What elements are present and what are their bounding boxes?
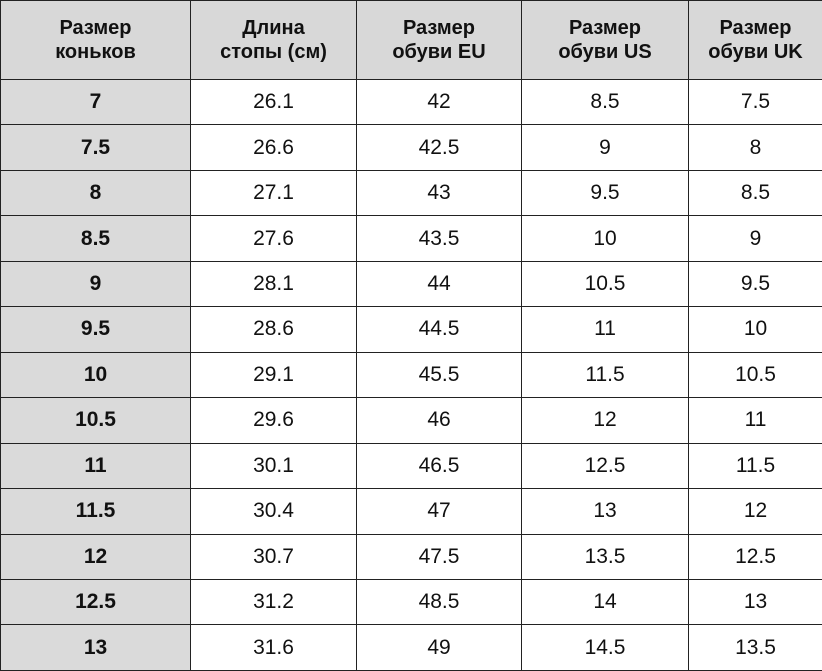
table-cell: 42 (356, 78, 522, 126)
table-cell: 30.4 (190, 488, 357, 535)
skate-size-cell: 10.5 (0, 397, 191, 444)
skate-size-cell: 11 (0, 442, 191, 490)
table-cell: 9.5 (521, 169, 689, 217)
header-cell: Длина стопы (см) (190, 0, 357, 80)
table-cell: 11.5 (688, 442, 822, 490)
header-line: коньков (55, 41, 136, 63)
table-cell: 14 (521, 578, 689, 626)
header-cell: Размер коньков (0, 0, 191, 80)
header-line: обуви UK (708, 41, 803, 63)
table-cell: 13.5 (521, 533, 689, 580)
header-cell: Размер обуви UK (688, 0, 822, 80)
table-cell: 28.1 (190, 260, 357, 308)
table-row: 9 28.1 44 10.5 9.5 (0, 260, 822, 308)
table-cell: 47 (356, 488, 522, 535)
table-row: 11 30.1 46.5 12.5 11.5 (0, 442, 822, 490)
table-cell: 43.5 (356, 215, 522, 262)
table-cell: 10 (521, 215, 689, 262)
table-cell: 14.5 (521, 624, 689, 671)
table-cell: 12.5 (688, 533, 822, 580)
table-cell: 8.5 (688, 169, 822, 217)
skate-size-cell: 9 (0, 260, 191, 308)
table-row: 7 26.1 42 8.5 7.5 (0, 78, 822, 126)
table-cell: 11.5 (521, 351, 689, 399)
skate-size-cell: 12 (0, 533, 191, 580)
header-line: Размер (719, 17, 792, 39)
header-line: стопы (см) (220, 41, 327, 63)
table-body: 7 26.1 42 8.5 7.5 7.5 26.6 42.5 9 8 8 27.1 43 9.5 8.5 8… (0, 78, 822, 671)
table-cell: 10.5 (521, 260, 689, 308)
table-cell: 31.2 (190, 578, 357, 626)
header-row: Размер коньков Длина стопы (см) Размер обуви … (0, 0, 822, 80)
header-line: Размер (568, 17, 642, 39)
table-cell: 29.1 (190, 351, 357, 399)
table-cell: 26.6 (190, 124, 357, 171)
table-cell: 46.5 (356, 442, 522, 490)
header-line: Размер (59, 17, 132, 39)
table-cell: 44 (356, 260, 522, 308)
table-cell: 30.7 (190, 533, 357, 580)
table-cell: 27.6 (190, 215, 357, 262)
skate-size-cell: 9.5 (0, 306, 191, 353)
table-row: 10.5 29.6 46 12 11 (0, 397, 822, 444)
table-cell: 8.5 (521, 78, 689, 126)
table-cell: 9.5 (688, 260, 822, 308)
skate-size-cell: 7.5 (0, 124, 191, 171)
table-cell: 10 (688, 306, 822, 353)
table-cell: 31.6 (190, 624, 357, 671)
table-cell: 48.5 (356, 578, 522, 626)
table-row: 7.5 26.6 42.5 9 8 (0, 124, 822, 171)
table-cell: 27.1 (190, 169, 357, 217)
header-line: Длина (242, 17, 305, 39)
table-row: 10 29.1 45.5 11.5 10.5 (0, 351, 822, 399)
skate-size-cell: 10 (0, 351, 191, 399)
skate-size-cell: 12.5 (0, 578, 191, 626)
table-cell: 13 (688, 578, 822, 626)
skate-size-cell: 11.5 (0, 488, 191, 535)
table-row: 9.5 28.6 44.5 11 10 (0, 306, 822, 353)
table-cell: 47.5 (356, 533, 522, 580)
table-cell: 11 (521, 306, 689, 353)
table-cell: 7.5 (688, 78, 822, 126)
table-cell: 13.5 (688, 624, 822, 671)
table-cell: 8 (688, 124, 822, 171)
table-cell: 46 (356, 397, 522, 444)
table-cell: 43 (356, 169, 522, 217)
header-line: Размер (402, 17, 476, 39)
table-row: 13 31.6 49 14.5 13.5 (0, 624, 822, 671)
table-cell: 42.5 (356, 124, 522, 171)
skate-size-cell: 8.5 (0, 215, 191, 262)
table-row: 8.5 27.6 43.5 10 9 (0, 215, 822, 262)
skate-size-cell: 13 (0, 624, 191, 671)
table-row: 12 30.7 47.5 13.5 12.5 (0, 533, 822, 580)
table-cell: 12.5 (521, 442, 689, 490)
table-cell: 10.5 (688, 351, 822, 399)
table-cell: 28.6 (190, 306, 357, 353)
table-cell: 12 (521, 397, 689, 444)
table-cell: 13 (521, 488, 689, 535)
table-cell: 49 (356, 624, 522, 671)
table-cell: 45.5 (356, 351, 522, 399)
table-cell: 9 (688, 215, 822, 262)
table-row: 8 27.1 43 9.5 8.5 (0, 169, 822, 217)
header-cell: Размер обуви EU (356, 0, 522, 80)
skate-size-cell: 8 (0, 169, 191, 217)
table-cell: 44.5 (356, 306, 522, 353)
header-line: обуви EU (392, 41, 486, 63)
table-cell: 29.6 (190, 397, 357, 444)
table-cell: 9 (521, 124, 689, 171)
table-row: 12.5 31.2 48.5 14 13 (0, 578, 822, 626)
table-cell: 26.1 (190, 78, 357, 126)
header-line: обуви US (558, 41, 652, 63)
skate-size-cell: 7 (0, 78, 191, 126)
header-cell: Размер обуви US (521, 0, 689, 80)
table-cell: 12 (688, 488, 822, 535)
table-cell: 30.1 (190, 442, 357, 490)
table-cell: 11 (688, 397, 822, 444)
table-row: 11.5 30.4 47 13 12 (0, 488, 822, 535)
